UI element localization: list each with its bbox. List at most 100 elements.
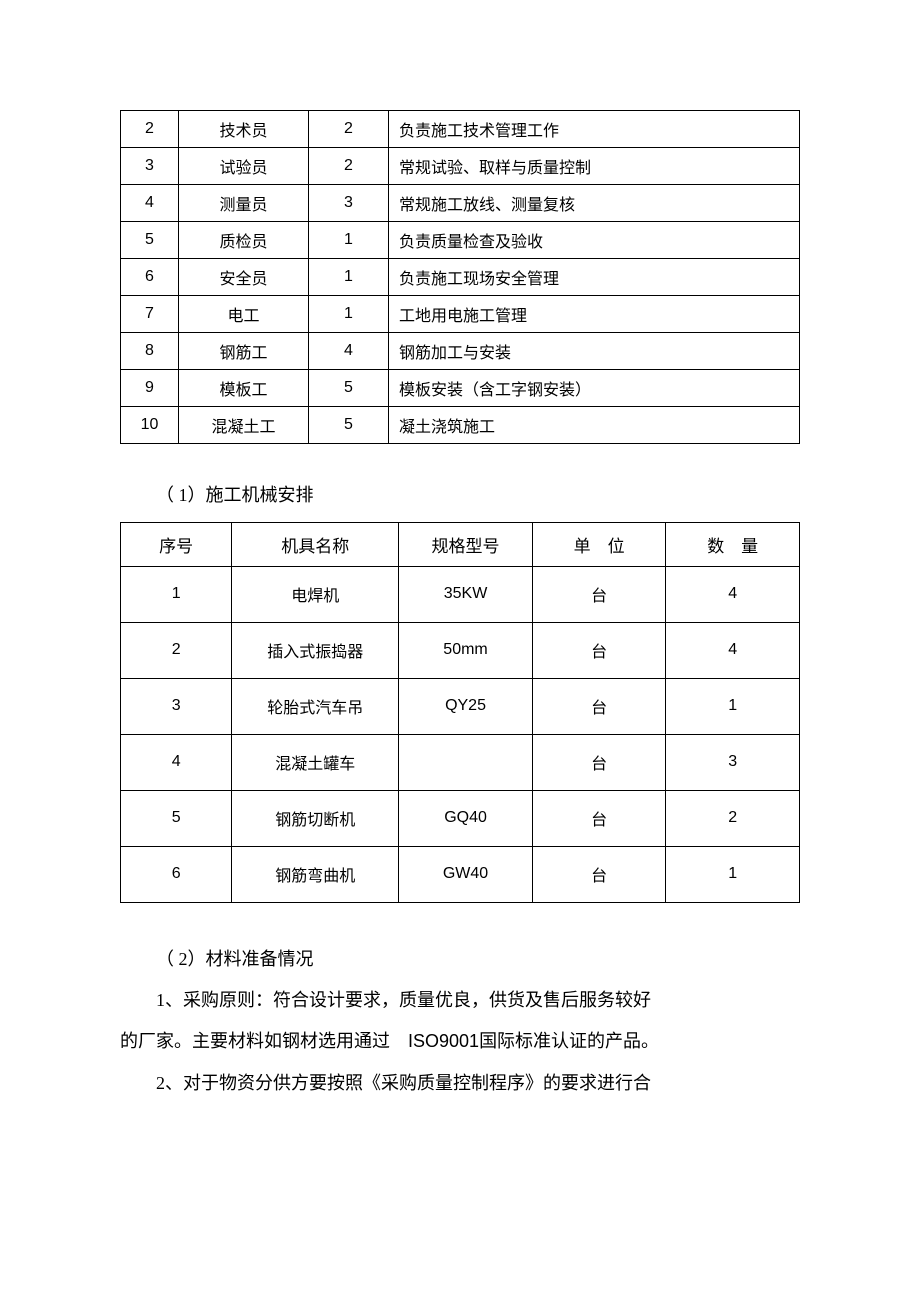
cell-duty: 工地用电施工管理 xyxy=(389,296,800,333)
table-row: 3 试验员 2 常规试验、取样与质量控制 xyxy=(121,148,800,185)
table-row: 3 轮胎式汽车吊 QY25 台 1 xyxy=(121,678,800,734)
cell-qty: 4 xyxy=(666,566,800,622)
cell-no: 9 xyxy=(121,370,179,407)
cell-duty: 常规施工放线、测量复核 xyxy=(389,185,800,222)
cell-no: 7 xyxy=(121,296,179,333)
cell-role: 技术员 xyxy=(179,111,309,148)
cell-count: 4 xyxy=(309,333,389,370)
cell-role: 试验员 xyxy=(179,148,309,185)
cell-unit: 台 xyxy=(532,790,666,846)
cell-name: 电焊机 xyxy=(232,566,399,622)
cell-duty: 常规试验、取样与质量控制 xyxy=(389,148,800,185)
cell-spec: 35KW xyxy=(399,566,533,622)
cell-qty: 1 xyxy=(666,678,800,734)
cell-qty: 3 xyxy=(666,734,800,790)
machinery-table-body: 1 电焊机 35KW 台 4 2 插入式振捣器 50mm 台 4 3 轮胎式汽车… xyxy=(121,566,800,902)
cell-role: 混凝土工 xyxy=(179,407,309,444)
cell-duty: 凝土浇筑施工 xyxy=(389,407,800,444)
cell-count: 1 xyxy=(309,222,389,259)
machinery-table-head: 序号 机具名称 规格型号 单 位 数 量 xyxy=(121,522,800,566)
paragraph-1-line2: 的厂家。主要材料如钢材选用通过 ISO9001国际标准认证的产品。 xyxy=(120,1021,800,1062)
paragraph-1-line1: 1、采购原则：符合设计要求，质量优良，供货及售后服务较好 xyxy=(120,980,800,1021)
cell-unit: 台 xyxy=(532,846,666,902)
document-page: 2 技术员 2 负责施工技术管理工作 3 试验员 2 常规试验、取样与质量控制 … xyxy=(0,0,920,1164)
cell-qty: 1 xyxy=(666,846,800,902)
table-row: 4 测量员 3 常规施工放线、测量复核 xyxy=(121,185,800,222)
table-row: 5 钢筋切断机 GQ40 台 2 xyxy=(121,790,800,846)
cell-no: 3 xyxy=(121,148,179,185)
cell-no: 4 xyxy=(121,734,232,790)
cell-duty: 钢筋加工与安装 xyxy=(389,333,800,370)
cell-qty: 2 xyxy=(666,790,800,846)
col-header-unit: 单 位 xyxy=(532,522,666,566)
table-header-row: 序号 机具名称 规格型号 单 位 数 量 xyxy=(121,522,800,566)
cell-no: 1 xyxy=(121,566,232,622)
cell-no: 6 xyxy=(121,846,232,902)
para1b-post: 国际标准认证的产品。 xyxy=(479,1031,659,1051)
cell-role: 模板工 xyxy=(179,370,309,407)
cell-no: 8 xyxy=(121,333,179,370)
cell-role: 安全员 xyxy=(179,259,309,296)
cell-name: 混凝土罐车 xyxy=(232,734,399,790)
cell-role: 电工 xyxy=(179,296,309,333)
col-header-spec: 规格型号 xyxy=(399,522,533,566)
cell-spec: GQ40 xyxy=(399,790,533,846)
personnel-table: 2 技术员 2 负责施工技术管理工作 3 试验员 2 常规试验、取样与质量控制 … xyxy=(120,110,800,444)
cell-role: 钢筋工 xyxy=(179,333,309,370)
cell-role: 测量员 xyxy=(179,185,309,222)
cell-count: 5 xyxy=(309,370,389,407)
cell-spec xyxy=(399,734,533,790)
cell-count: 1 xyxy=(309,259,389,296)
table-row: 10 混凝土工 5 凝土浇筑施工 xyxy=(121,407,800,444)
cell-role: 质检员 xyxy=(179,222,309,259)
cell-unit: 台 xyxy=(532,734,666,790)
cell-duty: 模板安装（含工字钢安装） xyxy=(389,370,800,407)
cell-name: 钢筋弯曲机 xyxy=(232,846,399,902)
machinery-table: 序号 机具名称 规格型号 单 位 数 量 1 电焊机 35KW 台 4 2 插入… xyxy=(120,522,800,903)
cell-count: 2 xyxy=(309,148,389,185)
table-row: 8 钢筋工 4 钢筋加工与安装 xyxy=(121,333,800,370)
cell-name: 钢筋切断机 xyxy=(232,790,399,846)
table-row: 6 安全员 1 负责施工现场安全管理 xyxy=(121,259,800,296)
cell-name: 插入式振捣器 xyxy=(232,622,399,678)
table-row: 6 钢筋弯曲机 GW40 台 1 xyxy=(121,846,800,902)
cell-count: 5 xyxy=(309,407,389,444)
cell-unit: 台 xyxy=(532,566,666,622)
table-row: 7 电工 1 工地用电施工管理 xyxy=(121,296,800,333)
section-heading-1: （ 1）施工机械安排 xyxy=(120,476,800,516)
cell-name: 轮胎式汽车吊 xyxy=(232,678,399,734)
cell-no: 5 xyxy=(121,790,232,846)
col-header-qty: 数 量 xyxy=(666,522,800,566)
cell-qty: 4 xyxy=(666,622,800,678)
cell-no: 5 xyxy=(121,222,179,259)
section-heading-2: （ 2）材料准备情况 xyxy=(120,939,800,980)
paragraph-2: 2、对于物资分供方要按照《采购质量控制程序》的要求进行合 xyxy=(120,1063,800,1104)
cell-no: 4 xyxy=(121,185,179,222)
table-row: 2 技术员 2 负责施工技术管理工作 xyxy=(121,111,800,148)
cell-duty: 负责施工现场安全管理 xyxy=(389,259,800,296)
cell-unit: 台 xyxy=(532,678,666,734)
cell-unit: 台 xyxy=(532,622,666,678)
table-row: 2 插入式振捣器 50mm 台 4 xyxy=(121,622,800,678)
table-row: 9 模板工 5 模板安装（含工字钢安装） xyxy=(121,370,800,407)
table-row: 5 质检员 1 负责质量检查及验收 xyxy=(121,222,800,259)
col-header-no: 序号 xyxy=(121,522,232,566)
cell-no: 6 xyxy=(121,259,179,296)
table-row: 4 混凝土罐车 台 3 xyxy=(121,734,800,790)
cell-duty: 负责质量检查及验收 xyxy=(389,222,800,259)
cell-spec: QY25 xyxy=(399,678,533,734)
col-header-name: 机具名称 xyxy=(232,522,399,566)
cell-spec: GW40 xyxy=(399,846,533,902)
cell-no: 2 xyxy=(121,111,179,148)
cell-no: 3 xyxy=(121,678,232,734)
cell-no: 10 xyxy=(121,407,179,444)
cell-count: 3 xyxy=(309,185,389,222)
cell-duty: 负责施工技术管理工作 xyxy=(389,111,800,148)
personnel-table-body: 2 技术员 2 负责施工技术管理工作 3 试验员 2 常规试验、取样与质量控制 … xyxy=(121,111,800,444)
cell-count: 1 xyxy=(309,296,389,333)
para1b-iso: ISO9001 xyxy=(408,1031,479,1051)
cell-no: 2 xyxy=(121,622,232,678)
cell-spec: 50mm xyxy=(399,622,533,678)
cell-count: 2 xyxy=(309,111,389,148)
table-row: 1 电焊机 35KW 台 4 xyxy=(121,566,800,622)
